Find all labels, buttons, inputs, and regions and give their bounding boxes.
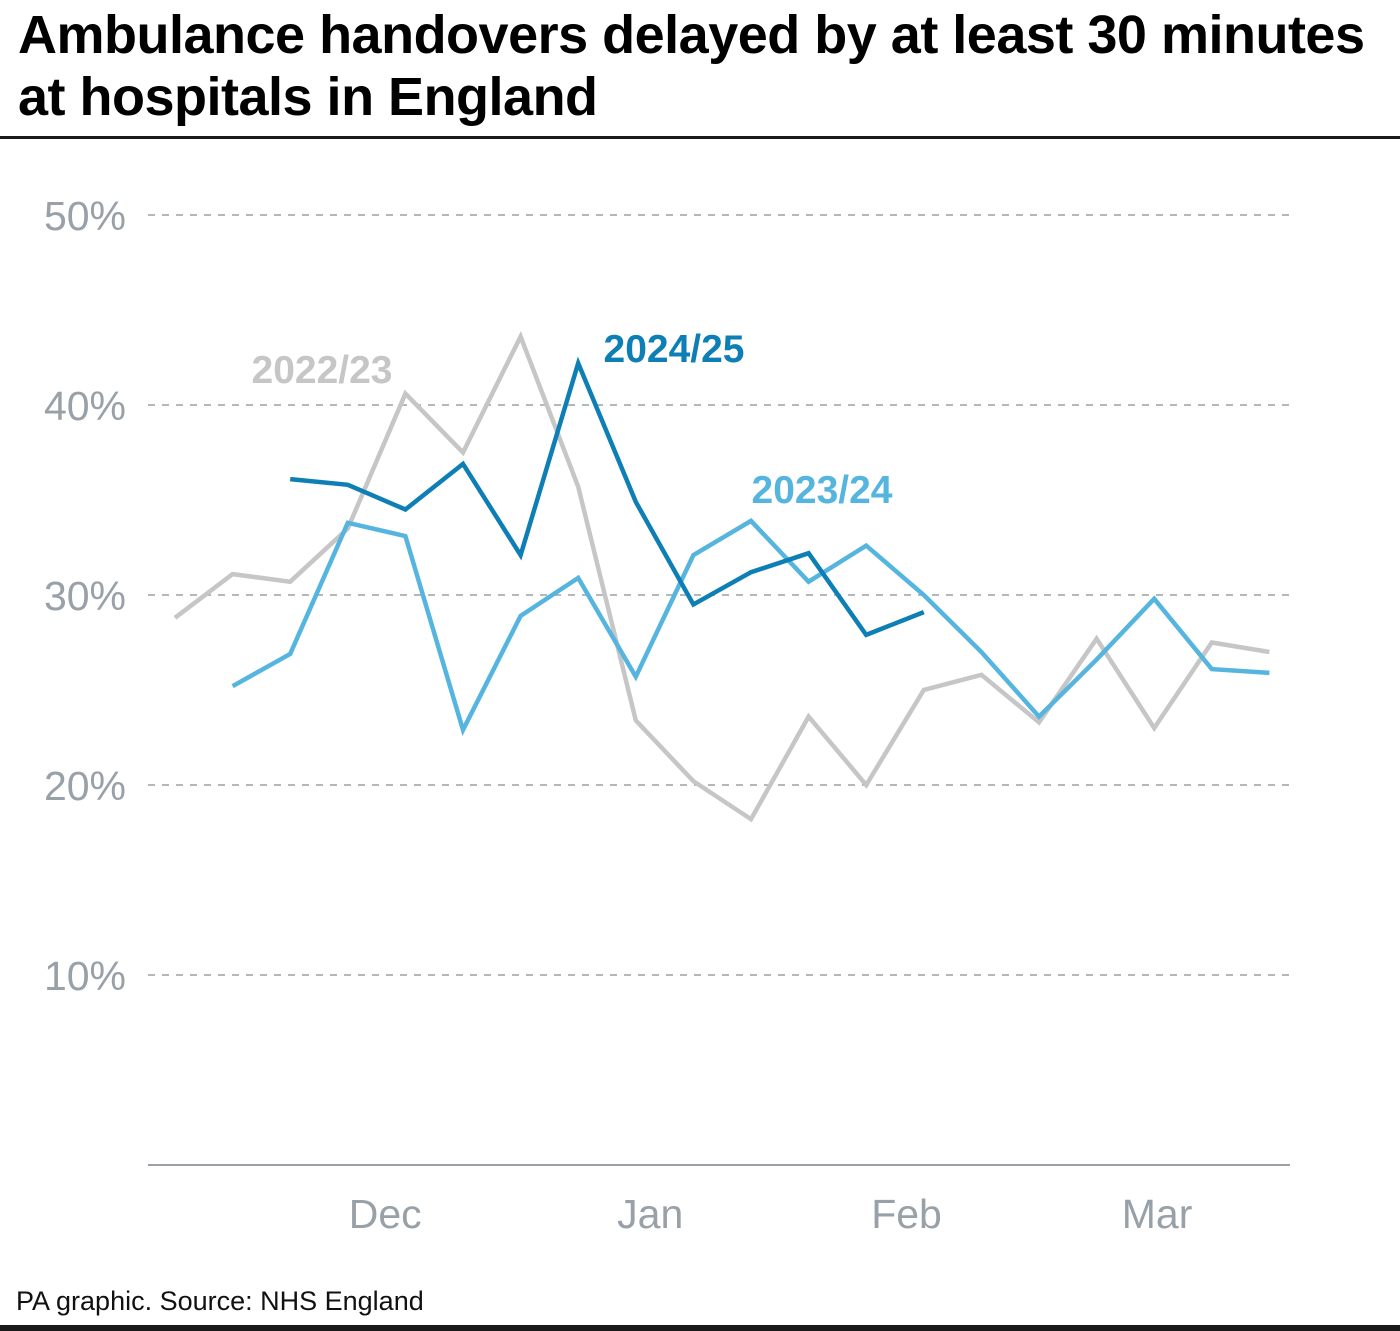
title-divider [0, 136, 1400, 139]
series-labels: 2022/23 2024/25 2023/24 [252, 328, 893, 512]
series-label-2024-25: 2024/25 [604, 328, 745, 371]
y-axis-ticks: 10% 20% 30% 40% 50% [44, 193, 126, 999]
series-line-2023-24 [231, 518, 1270, 736]
x-tick-label: Mar [1122, 1191, 1193, 1237]
source-footer: PA graphic. Source: NHS England [16, 1286, 424, 1316]
y-tick-label: 20% [44, 763, 126, 809]
y-tick-label: 10% [44, 953, 126, 999]
x-axis-ticks: Dec Jan Feb Mar [349, 1191, 1193, 1237]
x-tick-label: Jan [617, 1191, 683, 1237]
series-label-2022-23: 2022/23 [252, 349, 393, 392]
y-tick-label: 50% [44, 193, 126, 239]
chart-title: Ambulance handovers delayed by at least … [18, 5, 1365, 127]
x-tick-label: Feb [871, 1191, 942, 1237]
y-tick-label: 40% [44, 383, 126, 429]
series-label-2023-24: 2023/24 [752, 469, 893, 512]
y-tick-label: 30% [44, 573, 126, 619]
series-line-2022-23 [173, 331, 1270, 823]
series-lines [173, 331, 1270, 823]
bottom-divider [0, 1325, 1400, 1331]
series-line-2024-25 [289, 356, 925, 638]
x-tick-label: Dec [349, 1191, 422, 1237]
